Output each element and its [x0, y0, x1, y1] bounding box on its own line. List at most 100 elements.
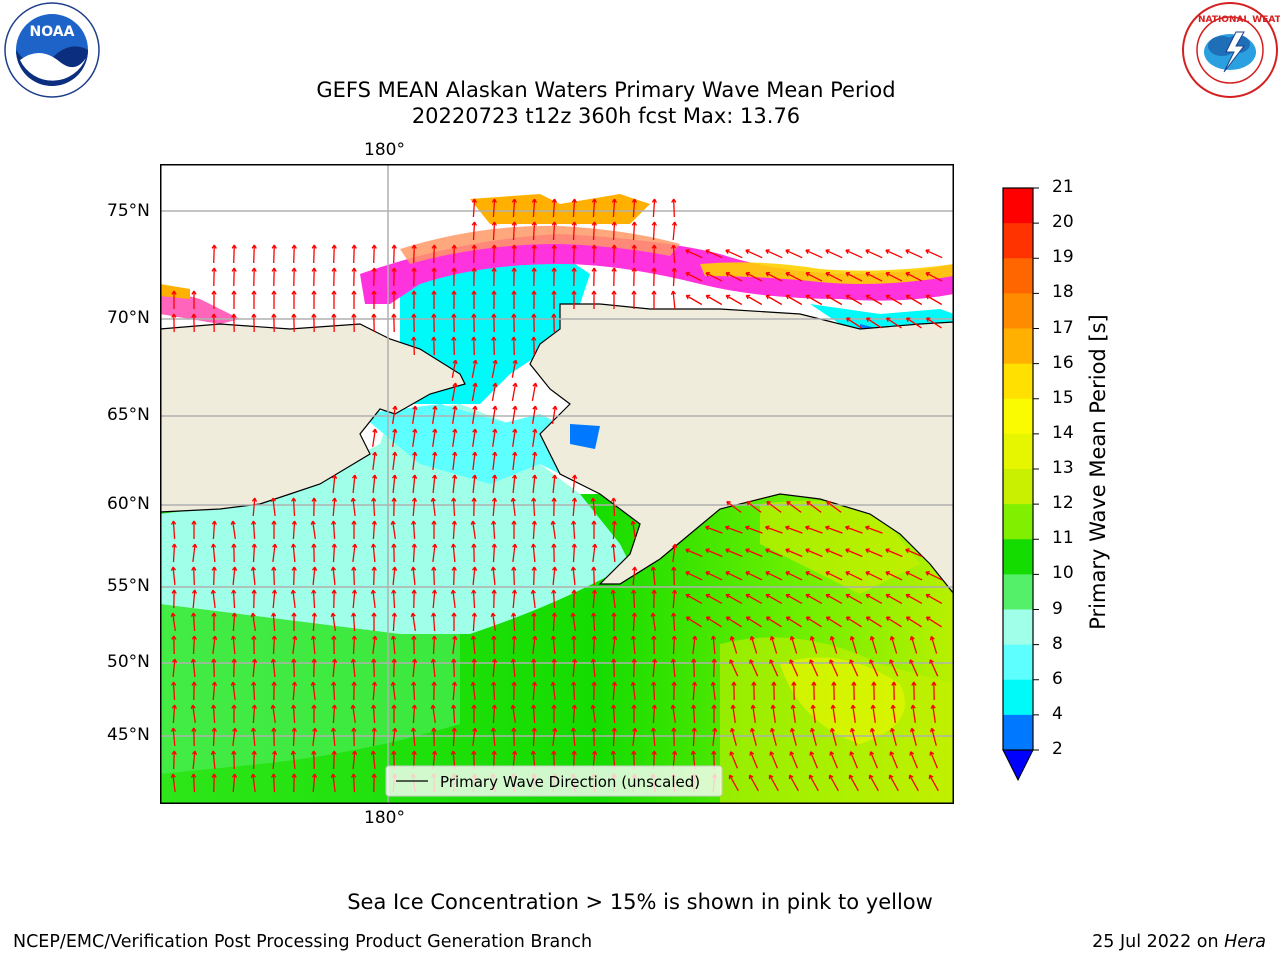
wave-arrow [790, 704, 796, 723]
wave-arrow [451, 382, 458, 402]
wave-arrow [350, 658, 357, 678]
wave-arrow [651, 221, 657, 241]
wave-arrow [885, 548, 903, 558]
wave-arrow [725, 548, 743, 558]
wave-arrow [571, 221, 577, 241]
wave-arrow [371, 566, 377, 586]
wave-arrow [749, 659, 759, 677]
wave-arrow [805, 271, 823, 282]
wave-arrow [231, 750, 237, 770]
wave-arrow [611, 290, 617, 309]
wave-arrow [271, 267, 277, 287]
wave-arrow [311, 566, 318, 586]
wave-arrow [191, 589, 198, 609]
wave-arrow [351, 773, 357, 793]
wave-arrow [530, 589, 536, 608]
wave-arrow [829, 727, 837, 746]
wave-arrow [471, 612, 477, 632]
wave-arrow [829, 751, 839, 769]
sea-ice-band [360, 234, 954, 304]
wave-arrow [511, 382, 518, 402]
wave-arrow [631, 267, 637, 287]
wave-arrow [251, 313, 257, 333]
wave-arrow [471, 474, 478, 494]
wave-arrow [291, 497, 297, 517]
wave-arrow [745, 249, 763, 259]
wave-arrow [705, 525, 723, 534]
wave-arrow [271, 313, 277, 333]
wave-arrow [531, 336, 537, 356]
wave-arrow [311, 750, 317, 770]
wave-arrow [725, 525, 743, 534]
wave-arrow [351, 750, 358, 770]
wave-arrow [805, 249, 823, 259]
wave-arrow [170, 566, 177, 586]
wave-arrow [351, 612, 357, 632]
wave-arrow [511, 336, 517, 356]
wave-arrow [171, 658, 178, 678]
wave-arrow [889, 659, 899, 677]
wave-arrow [431, 267, 437, 287]
wave-arrow [551, 313, 557, 333]
wave-arrow [251, 750, 257, 770]
colorbar-cell [1003, 363, 1033, 400]
wave-arrow [211, 681, 218, 701]
colorbar-cell [1003, 504, 1033, 540]
wave-arrow [171, 704, 177, 724]
wave-arrow [789, 727, 797, 746]
wave-arrow [630, 681, 636, 700]
wave-arrow [191, 750, 198, 770]
lat-label-60: 60°N [107, 494, 150, 514]
wave-arrow [571, 520, 577, 540]
wave-arrow [491, 382, 498, 402]
wave-arrow [710, 635, 717, 655]
wave-arrow [191, 635, 197, 655]
wave-arrow [510, 658, 517, 678]
wave-arrow [725, 616, 742, 628]
wave-arrow [211, 244, 217, 264]
colorbar-cell [1003, 258, 1033, 294]
wave-arrow [651, 198, 657, 218]
wave-arrow [452, 635, 458, 654]
wave-arrow [330, 773, 336, 792]
wave-arrow [432, 543, 438, 562]
wave-arrow [845, 525, 863, 534]
wave-arrow [311, 773, 318, 793]
wave-arrow [551, 474, 558, 494]
wave-arrow [531, 520, 537, 540]
wave-arrow [828, 774, 839, 792]
wave-arrow [271, 773, 277, 793]
wave-arrow [251, 290, 257, 309]
wave-arrow [869, 659, 879, 677]
wave-arrow [631, 589, 637, 609]
wave-arrow [591, 221, 597, 241]
wave-arrow [769, 751, 779, 769]
wave-arrow [431, 313, 437, 333]
wave-arrow [231, 313, 237, 333]
wave-arrow [885, 271, 903, 282]
wave-arrow [171, 681, 177, 701]
wave-arrow [531, 704, 537, 724]
wave-arrow [771, 681, 777, 701]
wave-arrow [745, 593, 763, 604]
wave-arrow [888, 774, 899, 792]
wave-arrow [292, 635, 298, 654]
wave-arrow [748, 774, 759, 792]
wave-arrow [765, 593, 783, 604]
lat-label-55: 55°N [107, 576, 150, 596]
wave-arrow [291, 244, 297, 264]
wave-arrow [231, 704, 237, 723]
wave-arrow [908, 774, 919, 792]
wave-arrow [925, 593, 943, 604]
svg-text:NATIONAL WEATHER: NATIONAL WEATHER [1198, 15, 1280, 25]
wave-arrow [925, 571, 943, 581]
wave-arrow [391, 658, 397, 678]
colorbar-cell [1003, 714, 1033, 751]
wave-arrow [571, 681, 577, 701]
wave-arrow [905, 271, 923, 282]
wave-arrow [491, 474, 498, 494]
wave-arrow [251, 497, 258, 517]
wave-arrow [765, 249, 783, 259]
wave-arrow [210, 543, 217, 563]
wave-arrow [791, 681, 797, 701]
